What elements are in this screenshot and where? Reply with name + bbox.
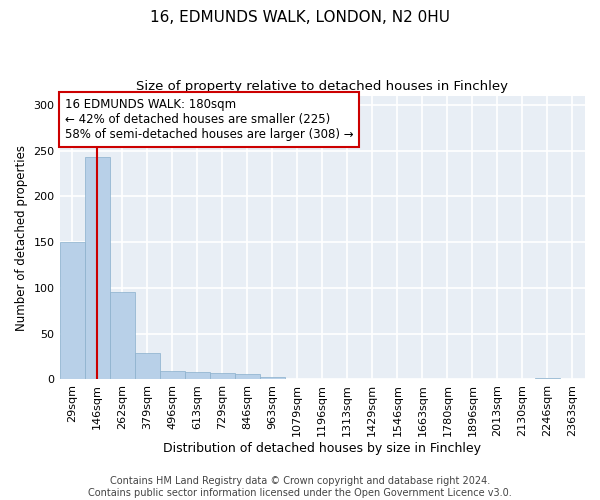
Bar: [235, 374, 260, 380]
Bar: [185, 372, 209, 380]
X-axis label: Distribution of detached houses by size in Finchley: Distribution of detached houses by size …: [163, 442, 481, 455]
Bar: [160, 371, 185, 380]
Bar: [535, 378, 560, 380]
Bar: [110, 292, 134, 380]
Bar: [209, 373, 235, 380]
Text: 16 EDMUNDS WALK: 180sqm
← 42% of detached houses are smaller (225)
58% of semi-d: 16 EDMUNDS WALK: 180sqm ← 42% of detache…: [65, 98, 353, 142]
Title: Size of property relative to detached houses in Finchley: Size of property relative to detached ho…: [136, 80, 508, 93]
Bar: [134, 353, 160, 380]
Bar: [260, 376, 285, 380]
Bar: [59, 242, 85, 380]
Text: Contains HM Land Registry data © Crown copyright and database right 2024.
Contai: Contains HM Land Registry data © Crown c…: [88, 476, 512, 498]
Text: 16, EDMUNDS WALK, LONDON, N2 0HU: 16, EDMUNDS WALK, LONDON, N2 0HU: [150, 10, 450, 25]
Bar: [85, 157, 110, 380]
Y-axis label: Number of detached properties: Number of detached properties: [15, 144, 28, 330]
